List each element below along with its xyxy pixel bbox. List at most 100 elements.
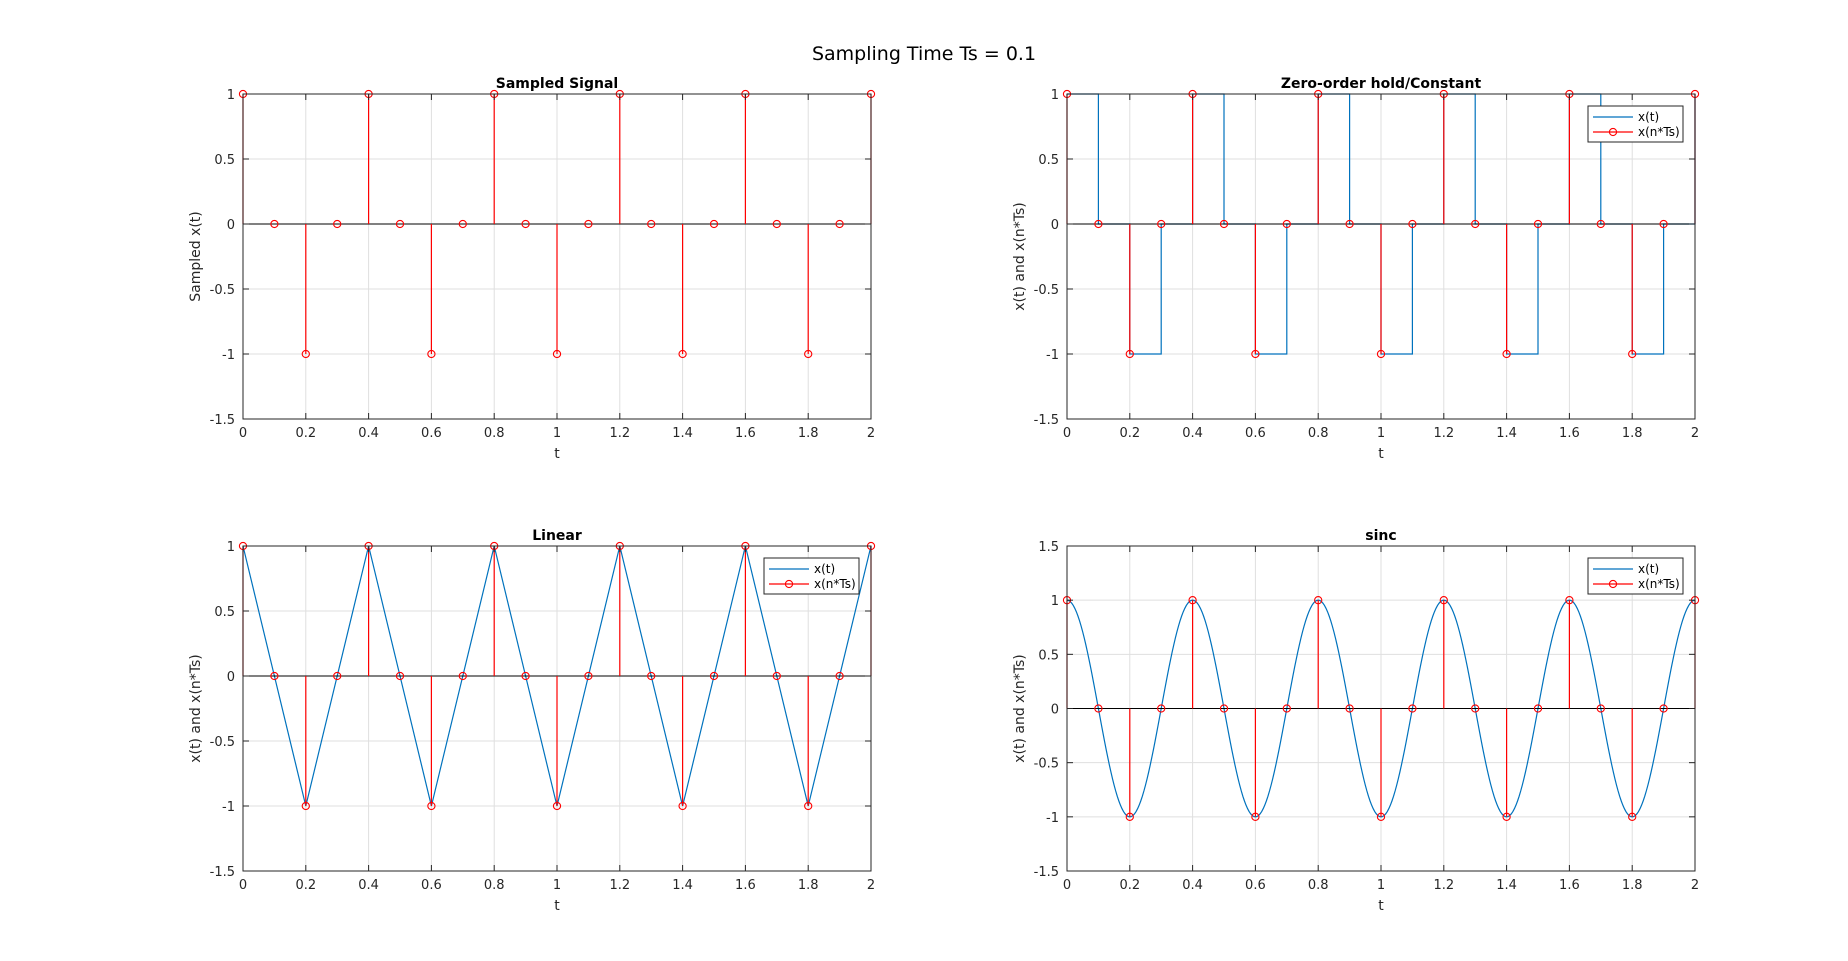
legend: x(t)x(n*Ts)	[1587, 105, 1684, 143]
y-tick-label: -0.5	[1034, 757, 1059, 772]
subplot-grid: 0 0.2 0.4 0.6 0.8 1 1.2 1.4 1.6 1.8 2 -1.5 -1 -0.5 0 0.…	[188, 76, 1700, 914]
stem-marker	[1251, 349, 1260, 359]
stem-marker	[1094, 704, 1103, 713]
x-tick-label: 0	[239, 426, 247, 441]
stem-marker	[804, 349, 813, 359]
stem-marker	[1471, 219, 1480, 229]
stem-marker	[1439, 596, 1448, 605]
x-tick-label: 1	[1377, 426, 1385, 441]
y-tick-label: -1	[222, 800, 235, 815]
x-tick-label: 2	[867, 426, 875, 441]
x-tick-label: 0.2	[295, 426, 316, 441]
x-tick-label: 0.8	[484, 878, 505, 893]
stem-marker	[1251, 812, 1260, 821]
stem-marker	[647, 671, 656, 681]
stem-marker	[678, 349, 687, 359]
stem-marker	[1314, 596, 1323, 605]
y-axis-label: Sampled x(t)	[188, 211, 204, 302]
stem-marker	[1533, 704, 1543, 713]
x-tick-label: 1.8	[1622, 878, 1643, 893]
x-tick-label: 1.6	[735, 426, 756, 441]
stem-marker	[1125, 349, 1134, 359]
stem-marker	[301, 349, 310, 359]
legend-label: x(n*Ts)	[1638, 125, 1680, 139]
y-tick-label: -1	[222, 348, 235, 363]
legend-label: x(n*Ts)	[814, 577, 856, 591]
x-tick-label: 0.8	[484, 426, 505, 441]
x-tick-label: 1.6	[1559, 878, 1580, 893]
x-tick-label: 0.4	[1182, 878, 1203, 893]
subplot-title: Sampled Signal	[496, 76, 618, 92]
stem-marker	[584, 219, 593, 229]
stem-marker	[1596, 219, 1605, 229]
x-tick-label: 0.4	[1182, 426, 1203, 441]
x-tick-label: 1	[1377, 878, 1385, 893]
stem-marker	[301, 801, 310, 811]
stem-marker	[1376, 349, 1386, 359]
x-tick-label: 2	[867, 878, 875, 893]
axis-ticks: 0 0.2 0.4 0.6 0.8 1 1.2 1.4 1.6 1.8 2 -1.5 -1 -0.5 0 0.…	[210, 540, 876, 893]
x-tick-label: 0.2	[295, 878, 316, 893]
y-tick-label: 0.5	[214, 153, 235, 168]
stem-marker	[1188, 596, 1197, 605]
stem-marker	[333, 671, 342, 681]
y-tick-label: 1	[1051, 594, 1059, 609]
x-tick-label: 0.2	[1119, 426, 1140, 441]
stem-marker	[1408, 219, 1417, 229]
y-tick-label: 1	[227, 540, 235, 555]
legend-swatch-marker	[784, 579, 794, 589]
x-tick-label: 1.4	[1496, 426, 1517, 441]
stem-marker	[709, 671, 719, 681]
stem-marker	[1533, 219, 1543, 229]
x-tick-label: 0.4	[358, 426, 379, 441]
x-axis-label: t	[1378, 446, 1384, 462]
stem-marker	[1157, 219, 1166, 229]
legend-box	[1587, 105, 1684, 143]
legend-swatch-marker	[1608, 127, 1618, 137]
stem-marker	[1282, 704, 1291, 713]
subplot-4: 0 0.2 0.4 0.6 0.8 1 1.2 1.4 1.6 1.8 2 -1.5 -1 -0.5 0 0.…	[1012, 528, 1700, 914]
stem-marker	[1219, 219, 1229, 229]
x-tick-label: 1.6	[735, 878, 756, 893]
legend: x(t)x(n*Ts)	[763, 557, 860, 595]
stem-marker	[552, 801, 562, 811]
y-tick-label: 0	[1051, 703, 1059, 718]
y-tick-label: 0	[227, 218, 235, 233]
stem-marker	[1345, 704, 1354, 713]
stem-marker	[458, 671, 467, 681]
x-tick-label: 1.8	[798, 878, 819, 893]
stem-marker	[1125, 812, 1134, 821]
x-axis-label: t	[554, 446, 560, 462]
x-tick-label: 1.2	[609, 426, 630, 441]
y-tick-label: -0.5	[1034, 283, 1059, 298]
stem-marker	[1659, 704, 1668, 713]
stem-marker	[1408, 704, 1417, 713]
x-tick-label: 1	[553, 426, 561, 441]
y-axis-label: x(t) and x(n*Ts)	[1012, 202, 1028, 311]
subplot-title: sinc	[1365, 528, 1396, 544]
y-tick-label: -1.5	[210, 413, 235, 428]
x-tick-label: 1.4	[672, 878, 693, 893]
x-tick-label: 1.2	[1433, 426, 1454, 441]
x-axis-label: t	[554, 898, 560, 914]
y-tick-label: 1	[1051, 88, 1059, 103]
stem-marker	[647, 219, 656, 229]
x-tick-label: 0.6	[1245, 878, 1266, 893]
legend-box	[1587, 557, 1684, 595]
stem-marker	[1345, 219, 1354, 229]
x-tick-label: 1.8	[1622, 426, 1643, 441]
stem-marker	[270, 219, 279, 229]
axis-ticks: 0 0.2 0.4 0.6 0.8 1 1.2 1.4 1.6 1.8 2 -1.5 -1 -0.5 0 0.…	[210, 88, 876, 441]
stem-marker	[584, 671, 593, 681]
y-tick-label: -1.5	[1034, 413, 1059, 428]
x-tick-label: 1.4	[1496, 878, 1517, 893]
x-tick-label: 0	[1063, 878, 1071, 893]
subplot-title: Zero-order hold/Constant	[1281, 76, 1482, 92]
x-tick-label: 0.6	[1245, 426, 1266, 441]
stem-marker	[521, 671, 530, 681]
x-axis-label: t	[1378, 898, 1384, 914]
stem-marker	[1596, 704, 1605, 713]
x-tick-label: 0	[239, 878, 247, 893]
stem-marker	[835, 219, 844, 229]
